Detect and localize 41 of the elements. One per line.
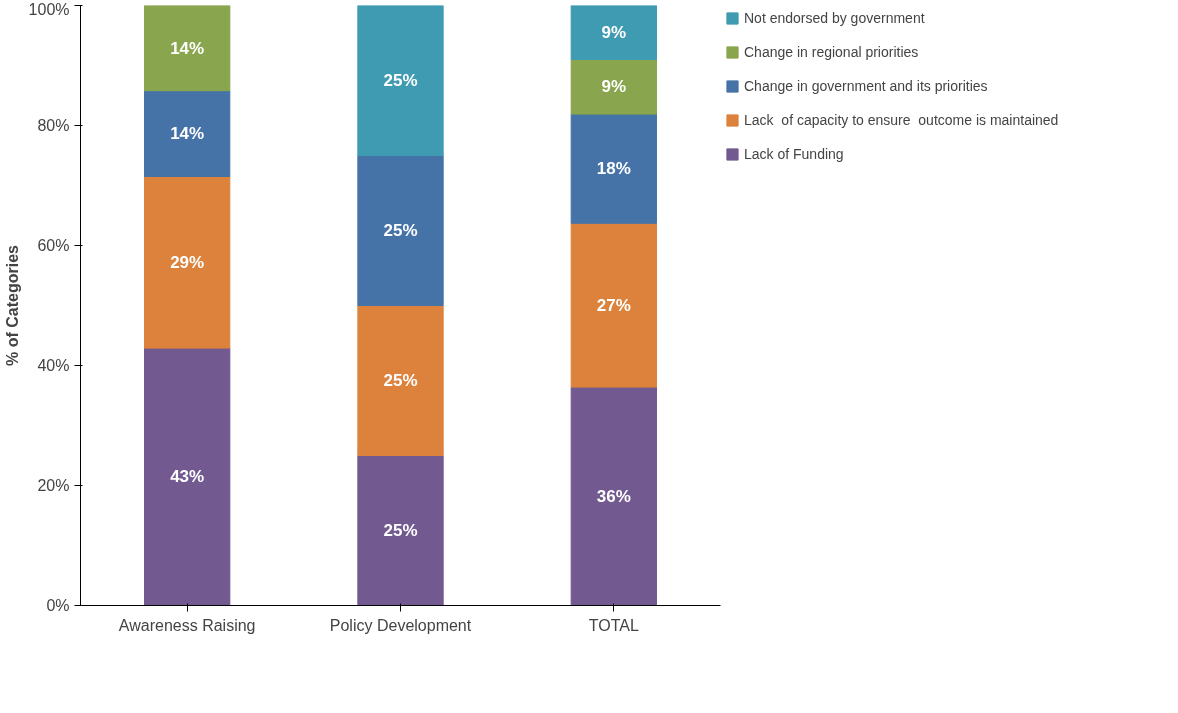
- data-label: 29%: [170, 252, 205, 272]
- y-tick-label: 40%: [37, 357, 70, 374]
- y-tick-label: 80%: [37, 117, 70, 134]
- bar: [144, 347, 231, 606]
- y-tick-label: 20%: [37, 477, 70, 494]
- legend-label: Change in regional priorities: [744, 44, 919, 60]
- bar: [357, 5, 444, 156]
- data-label: 18%: [596, 159, 631, 179]
- bar: [570, 5, 657, 60]
- y-tick-label: 0%: [46, 597, 70, 614]
- legend-label: Change in government and its priorities: [744, 78, 988, 94]
- y-axis-title: % of Categories: [3, 244, 21, 366]
- data-label: 9%: [601, 77, 627, 97]
- bar: [570, 113, 657, 224]
- bar: [357, 155, 444, 306]
- bar: [570, 386, 657, 606]
- x-tick-label: Awareness Raising: [118, 616, 256, 634]
- legend-label: Lack of capacity to ensure outcome is maintained: [744, 112, 1059, 128]
- data-label: 25%: [383, 521, 418, 540]
- data-label: 14%: [170, 124, 205, 144]
- data-label: 36%: [596, 486, 631, 506]
- bar: [144, 90, 231, 177]
- legend-label: Lack of Funding: [744, 146, 844, 162]
- x-tick-label: Policy Development: [329, 616, 472, 634]
- bar: [144, 176, 231, 349]
- y-tick-label: 60%: [37, 237, 70, 254]
- data-label: 25%: [383, 71, 418, 90]
- data-label: 43%: [170, 467, 205, 487]
- bar: [144, 5, 231, 92]
- data-label: 9%: [601, 23, 627, 42]
- y-tick-label: 100%: [28, 0, 70, 18]
- data-label: 27%: [596, 295, 631, 315]
- data-label: 14%: [170, 38, 205, 58]
- legend-label: Not endorsed by government: [744, 10, 925, 26]
- bar: [357, 455, 444, 606]
- data-label: 25%: [383, 371, 418, 390]
- bar: [357, 305, 444, 456]
- data-label: 25%: [383, 221, 418, 240]
- bar: [570, 222, 657, 388]
- x-tick-label: TOTAL: [588, 616, 639, 634]
- bar: [570, 59, 657, 115]
